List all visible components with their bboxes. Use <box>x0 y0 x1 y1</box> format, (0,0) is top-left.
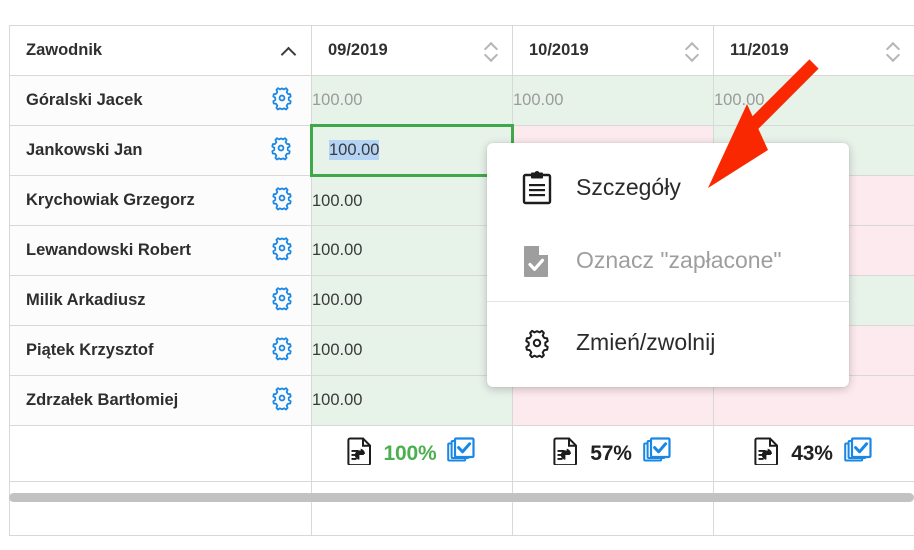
amount-cell[interactable]: 100.00 <box>311 275 513 326</box>
amount-cell[interactable]: 100.00 <box>311 225 513 276</box>
context-menu: Szczegóły Oznacz "zapłacone" Zmień/zwoln… <box>487 143 849 387</box>
report-document-icon[interactable] <box>754 437 780 470</box>
menu-separator <box>487 301 849 302</box>
menu-item-label: Zmień/zwolnij <box>576 329 716 355</box>
report-document-icon[interactable] <box>346 437 373 470</box>
header-row: Zawodnik 09/2019 10/2019 <box>9 25 914 76</box>
sort-toggle-icon[interactable] <box>685 40 699 62</box>
sort-toggle-icon[interactable] <box>484 40 498 62</box>
bulk-check-icon[interactable] <box>642 437 673 470</box>
footer-summary-11-2019: 43% <box>713 425 914 482</box>
menu-item-label: Oznacz "zapłacone" <box>576 247 782 273</box>
table-footer: 100% <box>9 425 914 536</box>
column-header-10-2019[interactable]: 10/2019 <box>512 25 714 76</box>
clipboard-list-icon <box>520 170 554 205</box>
footer-summary-10-2019: 57% <box>512 425 714 482</box>
bulk-check-icon[interactable] <box>447 437 477 470</box>
column-header-09-2019[interactable]: 09/2019 <box>311 25 513 76</box>
amount-cell-selected[interactable]: 100.00 <box>310 124 514 177</box>
amount-cell[interactable]: 100.00 <box>713 75 914 126</box>
column-header-name-label: Zawodnik <box>26 41 103 59</box>
player-name-label: Zdrzałek Bartłomiej <box>26 391 179 409</box>
player-name-cell: Góralski Jacek <box>9 75 312 126</box>
amount-cell[interactable]: 100.00 <box>311 375 513 426</box>
player-name-label: Góralski Jacek <box>26 91 143 109</box>
gear-icon[interactable] <box>269 185 295 216</box>
horizontal-scrollbar[interactable] <box>9 493 914 502</box>
footer-blank-name <box>9 481 312 536</box>
menu-item-szczegoly[interactable]: Szczegóły <box>487 151 849 224</box>
amount-cell[interactable]: 100.00 <box>311 175 513 226</box>
column-header-11-2019[interactable]: 11/2019 <box>713 25 914 76</box>
player-name-label: Milik Arkadiusz <box>26 291 146 309</box>
menu-item-label: Szczegóły <box>576 174 681 200</box>
gear-icon[interactable] <box>269 335 295 366</box>
player-name-cell: Zdrzałek Bartłomiej <box>9 375 312 426</box>
column-header-name[interactable]: Zawodnik <box>9 25 312 76</box>
footer-blank-10 <box>512 481 714 536</box>
amount-cell[interactable]: 100.00 <box>512 75 714 126</box>
gear-icon <box>520 326 554 360</box>
sort-toggle-icon[interactable] <box>886 40 900 62</box>
footer-summary-09-2019: 100% <box>311 425 513 482</box>
sort-ascending-icon[interactable] <box>281 43 297 59</box>
player-name-cell: Piątek Krzysztof <box>9 325 312 376</box>
player-name-cell: Jankowski Jan <box>9 125 312 176</box>
gear-icon[interactable] <box>269 85 295 116</box>
menu-item-oznacz-zaplacone[interactable]: Oznacz "zapłacone" <box>487 224 849 297</box>
gear-icon[interactable] <box>269 385 295 416</box>
footer-blank-row <box>9 481 914 536</box>
selected-amount-text: 100.00 <box>329 140 380 160</box>
player-name-label: Piątek Krzysztof <box>26 341 154 359</box>
footer-blank-09 <box>311 481 513 536</box>
column-header-10-2019-label: 10/2019 <box>529 41 589 59</box>
footer-percent: 43% <box>791 441 833 465</box>
report-document-icon[interactable] <box>553 437 579 470</box>
footer-percent: 100% <box>383 441 437 465</box>
player-name-cell: Krychowiak Grzegorz <box>9 175 312 226</box>
document-check-icon <box>520 244 554 278</box>
gear-icon[interactable] <box>269 235 295 266</box>
footer-row: 100% <box>9 425 914 482</box>
player-name-label: Krychowiak Grzegorz <box>26 191 195 209</box>
gear-icon[interactable] <box>269 285 295 316</box>
column-header-11-2019-label: 11/2019 <box>730 41 789 59</box>
menu-item-zmien-zwolnij[interactable]: Zmień/zwolnij <box>487 306 849 379</box>
footer-percent: 57% <box>590 441 632 465</box>
column-header-09-2019-label: 09/2019 <box>328 41 388 59</box>
amount-cell[interactable]: 100.00 <box>311 325 513 376</box>
bulk-check-icon[interactable] <box>843 437 874 470</box>
player-name-cell: Lewandowski Robert <box>9 225 312 276</box>
player-name-label: Jankowski Jan <box>26 141 143 159</box>
amount-cell[interactable]: 100.00 <box>311 75 513 126</box>
footer-name-cell <box>9 425 312 482</box>
scrollbar-thumb[interactable] <box>9 493 914 502</box>
player-name-label: Lewandowski Robert <box>26 241 192 259</box>
footer-blank-11 <box>713 481 914 536</box>
player-name-cell: Milik Arkadiusz <box>9 275 312 326</box>
gear-icon[interactable] <box>268 135 294 166</box>
table-header: Zawodnik 09/2019 10/2019 <box>9 25 914 76</box>
table-row: Góralski Jacek 100.00 100.00 100.00 <box>9 75 914 126</box>
